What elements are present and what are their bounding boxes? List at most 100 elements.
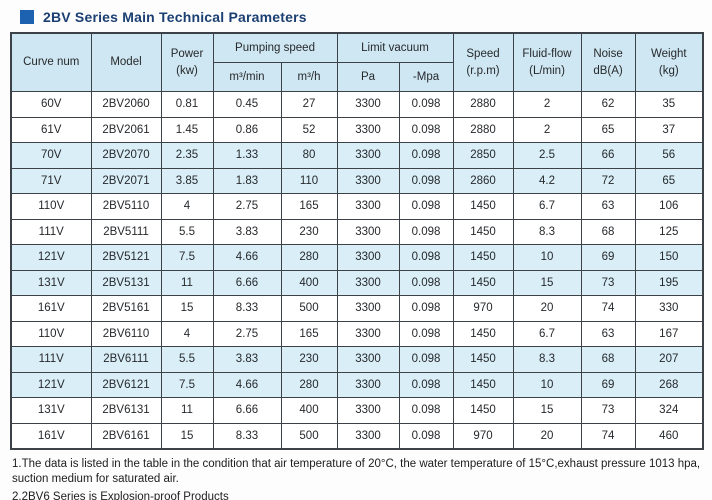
- table-row: 121V 2BV5121 7.5 4.66 280 3300 0.098 1450 10 69 15…: [10, 244, 704, 271]
- technical-parameters-table: Curve num Model Power (kw) Pumping speed…: [10, 32, 705, 450]
- table-cell: 3300: [336, 295, 400, 322]
- table-cell: 69: [580, 244, 636, 271]
- table-cell: 110V: [10, 193, 92, 220]
- table-cell: 0.098: [398, 371, 454, 398]
- table-cell: 4.66: [212, 371, 282, 398]
- speed-label: Speed: [466, 47, 500, 60]
- table-cell: 2BV5161: [90, 295, 162, 322]
- table-cell: 2BV6111: [90, 346, 162, 373]
- table-cell: 1450: [452, 218, 514, 245]
- table-cell: 66: [580, 142, 636, 169]
- table-cell: 161V: [10, 422, 92, 450]
- table-cell: 10: [512, 371, 582, 398]
- table-row: 60V 2BV2060 0.81 0.45 27 3300 0.098 2880 2 62 35: [10, 91, 704, 118]
- table-cell: 0.098: [398, 346, 454, 373]
- table-cell: 1450: [452, 397, 514, 424]
- table-cell: 165: [280, 320, 338, 347]
- table-cell: 500: [280, 422, 338, 450]
- table-cell: 106: [634, 193, 704, 220]
- table-cell: 6.7: [512, 320, 582, 347]
- table-cell: 73: [580, 269, 636, 296]
- table-cell: 61V: [10, 116, 92, 143]
- table-cell: 65: [580, 116, 636, 143]
- table-cell: 111V: [10, 346, 92, 373]
- table-cell: 1450: [452, 320, 514, 347]
- table-cell: 4: [160, 193, 214, 220]
- table-cell: 4.66: [212, 244, 282, 271]
- table-cell: 500: [280, 295, 338, 322]
- table-cell: 65: [634, 167, 704, 194]
- table-cell: 27: [280, 91, 338, 118]
- table-cell: 2BV2071: [90, 167, 162, 194]
- table-cell: 400: [280, 269, 338, 296]
- table-cell: 460: [634, 422, 704, 450]
- table-cell: 280: [280, 244, 338, 271]
- table-cell: 1.33: [212, 142, 282, 169]
- table-cell: 74: [580, 295, 636, 322]
- footnote-1: 1.The data is listed in the table in the…: [12, 458, 701, 486]
- sub-header-m3-h: m³/h: [280, 62, 338, 92]
- table-cell: 7.5: [160, 244, 214, 271]
- table-cell: 0.098: [398, 397, 454, 424]
- table-cell: 6.66: [212, 269, 282, 296]
- table-cell: 125: [634, 218, 704, 245]
- table-cell: 11: [160, 269, 214, 296]
- table-cell: 3300: [336, 244, 400, 271]
- table-cell: 0.45: [212, 91, 282, 118]
- col-header-pumping-speed: Pumping speed: [212, 32, 338, 63]
- power-label: Power: [170, 47, 204, 60]
- table-cell: 110V: [10, 320, 92, 347]
- header-row-2: m³/min m³/h Pa -Mpa: [11, 62, 703, 92]
- table-row: 110V 2BV5110 4 2.75 165 3300 0.098 1450 6.7 63 106: [10, 193, 704, 220]
- table-cell: 1450: [452, 193, 514, 220]
- table-cell: 8.33: [212, 295, 282, 322]
- table-cell: 6.66: [212, 397, 282, 424]
- table-cell: 3300: [336, 346, 400, 373]
- title-bullet-square-icon: [20, 10, 34, 24]
- table-cell: 0.098: [398, 244, 454, 271]
- table-cell: 3300: [336, 91, 400, 118]
- table-cell: 2.75: [212, 193, 282, 220]
- table-cell: 69: [580, 371, 636, 398]
- table-cell: 2BV2060: [90, 91, 162, 118]
- table-cell: 56: [634, 142, 704, 169]
- fluid-flow-label: Fluid-flow: [522, 47, 572, 60]
- table-cell: 68: [580, 218, 636, 245]
- col-header-speed: Speed (r.p.m): [452, 32, 514, 92]
- table-cell: 60V: [10, 91, 92, 118]
- table-cell: 0.098: [398, 167, 454, 194]
- table-cell: 111V: [10, 218, 92, 245]
- table-header: Curve num Model Power (kw) Pumping speed…: [10, 32, 704, 92]
- col-header-curve-num: Curve num: [10, 32, 92, 92]
- col-header-limit-vacuum: Limit vacuum: [336, 32, 454, 63]
- table-cell: 11: [160, 397, 214, 424]
- table-cell: 2BV6121: [90, 371, 162, 398]
- table-cell: 20: [512, 295, 582, 322]
- col-header-model: Model: [90, 32, 162, 92]
- table-cell: 3.83: [212, 346, 282, 373]
- table-cell: 6.7: [512, 193, 582, 220]
- footnotes: 1.The data is listed in the table in the…: [10, 457, 702, 500]
- table-cell: 35: [634, 91, 704, 118]
- table-cell: 2: [512, 91, 582, 118]
- table-cell: 165: [280, 193, 338, 220]
- table-cell: 110: [280, 167, 338, 194]
- table-cell: 8.3: [512, 346, 582, 373]
- table-cell: 0.098: [398, 218, 454, 245]
- sub-header-m3-min: m³/min: [212, 62, 282, 92]
- table-row: 161V 2BV5161 15 8.33 500 3300 0.098 970 20 74 330: [10, 295, 704, 322]
- table-cell: 15: [512, 269, 582, 296]
- table-cell: 8.33: [212, 422, 282, 450]
- table-row: 131V 2BV6131 11 6.66 400 3300 0.098 1450 15 73 324: [10, 397, 704, 424]
- table-cell: 150: [634, 244, 704, 271]
- table-cell: 0.098: [398, 269, 454, 296]
- col-header-power: Power (kw): [160, 32, 214, 92]
- table-cell: 121V: [10, 244, 92, 271]
- table-cell: 52: [280, 116, 338, 143]
- table-cell: 2880: [452, 116, 514, 143]
- table-cell: 0.86: [212, 116, 282, 143]
- sub-header-pa: Pa: [336, 62, 400, 92]
- table-cell: 400: [280, 397, 338, 424]
- table-cell: 72: [580, 167, 636, 194]
